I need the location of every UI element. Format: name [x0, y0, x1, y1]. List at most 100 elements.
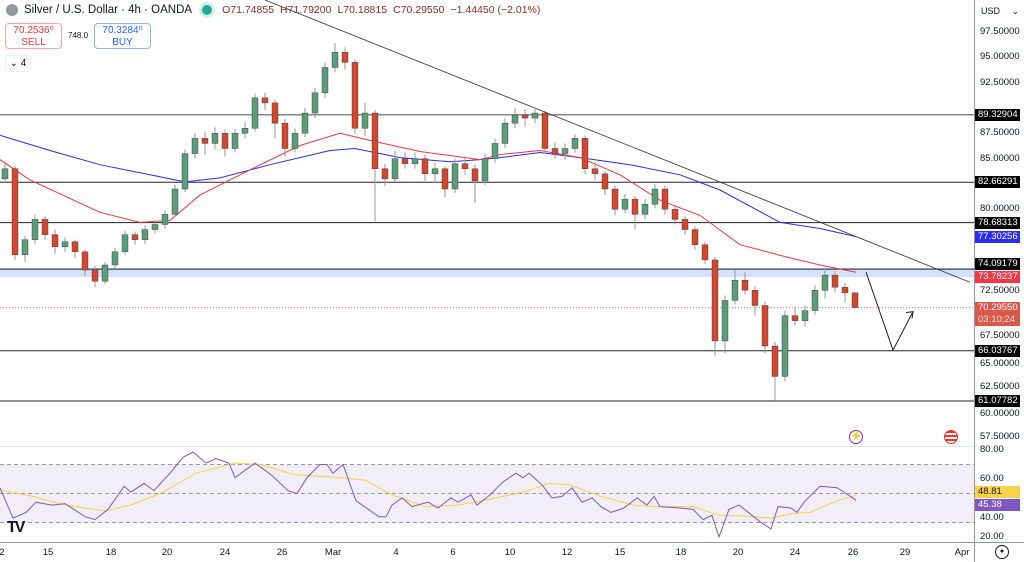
candle-down	[521, 114, 529, 119]
buy-price: 70.3284⁰	[102, 25, 143, 36]
candle-up	[211, 133, 219, 144]
candle-down	[831, 274, 839, 288]
price-axis-tick: 60.00000	[980, 408, 1020, 419]
level-price-tag: 66.03767	[975, 344, 1020, 357]
candle-up	[721, 300, 729, 342]
candle-up	[621, 198, 629, 210]
price-axis-tick: 65.00000	[980, 358, 1020, 369]
buy-label: BUY	[112, 37, 133, 48]
slow-moving-average-line	[0, 134, 857, 238]
ohlc-high: H71.79200	[280, 4, 332, 16]
candle-down	[71, 241, 79, 253]
lightning-event-icon[interactable]: ⚡	[849, 430, 863, 444]
candle-down	[711, 259, 719, 342]
candle-up	[241, 128, 249, 134]
settings-gear-icon[interactable]: ●	[995, 545, 1009, 559]
candle-up	[391, 158, 399, 180]
time-axis-label: 24	[219, 547, 231, 558]
candle-up	[561, 148, 569, 154]
indicators-toggle-button[interactable]: ⌄ 4	[5, 55, 31, 72]
time-axis-label: 10	[504, 547, 516, 558]
price-axis-tick: 92.50000	[980, 76, 1020, 88]
price-axis-tick: 72.50000	[980, 285, 1020, 296]
time-axis-label: 20	[732, 547, 744, 558]
rsi-axis-tick: 60.00	[980, 473, 1004, 484]
ohlc-open: O71.74855	[222, 4, 275, 16]
time-axis-label: 29	[899, 547, 911, 558]
candle-up	[151, 224, 159, 230]
candle-down	[751, 290, 759, 306]
candle-down	[351, 62, 359, 129]
time-axis-label: 12	[561, 547, 573, 558]
sell-button[interactable]: 70.2536⁰ SELL	[5, 23, 62, 49]
symbol-title[interactable]: Silver / U.S. Dollar · 4h · OANDA	[24, 4, 193, 16]
projection-path	[865, 271, 914, 352]
price-axis-tick: 80.00000	[980, 203, 1020, 215]
candle-up	[161, 214, 169, 225]
candle-up	[411, 158, 419, 164]
fast-ma-price-tag: 73.78237	[975, 271, 1020, 283]
candle-up	[361, 112, 369, 129]
price-axis-tick: 87.50000	[980, 127, 1020, 139]
slow-ma-price-tag: 77.30256	[975, 230, 1020, 243]
candle-down	[771, 345, 779, 377]
currency-select[interactable]: USD ⌄	[978, 4, 1023, 18]
price-axis-tick: 62.50000	[980, 380, 1020, 392]
candle-up	[321, 67, 329, 93]
time-axis-label: 20	[161, 547, 173, 558]
candle-down	[91, 269, 99, 282]
candle-down	[81, 251, 89, 271]
candle-up	[181, 153, 189, 190]
candle-up	[171, 188, 179, 215]
candle-down	[261, 97, 269, 104]
price-axis-tick: 85.00000	[980, 152, 1020, 164]
candle-down	[611, 188, 619, 210]
rsi-axis-tick: 80.00	[980, 444, 1004, 455]
spread-value: 748.0	[68, 31, 89, 40]
candle-down	[691, 229, 699, 245]
candle-up	[641, 204, 649, 215]
candle-up	[311, 92, 319, 114]
time-axis-label: 4	[393, 547, 399, 558]
time-axis-label: 24	[789, 547, 801, 558]
candle-down	[591, 168, 599, 175]
ohlc-low: L70.18815	[337, 4, 388, 16]
candle-down	[551, 148, 559, 154]
candle-up	[31, 219, 39, 240]
buy-button[interactable]: 70.3284⁰ BUY	[94, 23, 151, 49]
price-axis-tick: 95.00000	[980, 51, 1020, 63]
time-axis-label: 15	[614, 547, 626, 558]
chevron-down-icon: ⌄	[9, 58, 19, 69]
candle-up	[511, 114, 519, 124]
time-axis-label: 6	[450, 547, 456, 558]
support-zone	[0, 268, 974, 278]
current-price-tag: 70.29550	[975, 302, 1020, 314]
level-price-tag: 74.09179	[975, 258, 1020, 270]
level-price-tag: 78.68313	[975, 216, 1020, 229]
candle-up	[101, 264, 109, 282]
rsi-moving-average-line	[0, 462, 857, 519]
candle-down	[461, 163, 469, 169]
ohlc-close: C70.29550	[393, 4, 445, 16]
candle-down	[271, 102, 279, 124]
price-axis-tick: 57.50000	[980, 431, 1020, 443]
candle-down	[741, 279, 749, 291]
us-flag-event-icon[interactable]	[944, 430, 958, 444]
currency-label: USD	[981, 6, 1001, 16]
candle-down	[11, 168, 19, 256]
time-axis-label: 26	[276, 547, 288, 558]
candle-up	[481, 158, 489, 182]
candle-up	[811, 290, 819, 311]
sell-label: SELL	[21, 37, 46, 48]
tradingview-logo[interactable]: TV	[7, 519, 26, 536]
time-axis-label: Mar	[324, 547, 342, 558]
candle-down	[421, 158, 429, 175]
silver-logo-icon	[6, 4, 18, 16]
price-axis-tick: 67.50000	[980, 329, 1020, 341]
candle-down	[581, 138, 589, 169]
candle-up	[821, 274, 829, 291]
price-axis-tick: 97.50000	[980, 26, 1020, 37]
candle-down	[221, 133, 229, 149]
time-axis-label: Apr	[954, 547, 970, 558]
